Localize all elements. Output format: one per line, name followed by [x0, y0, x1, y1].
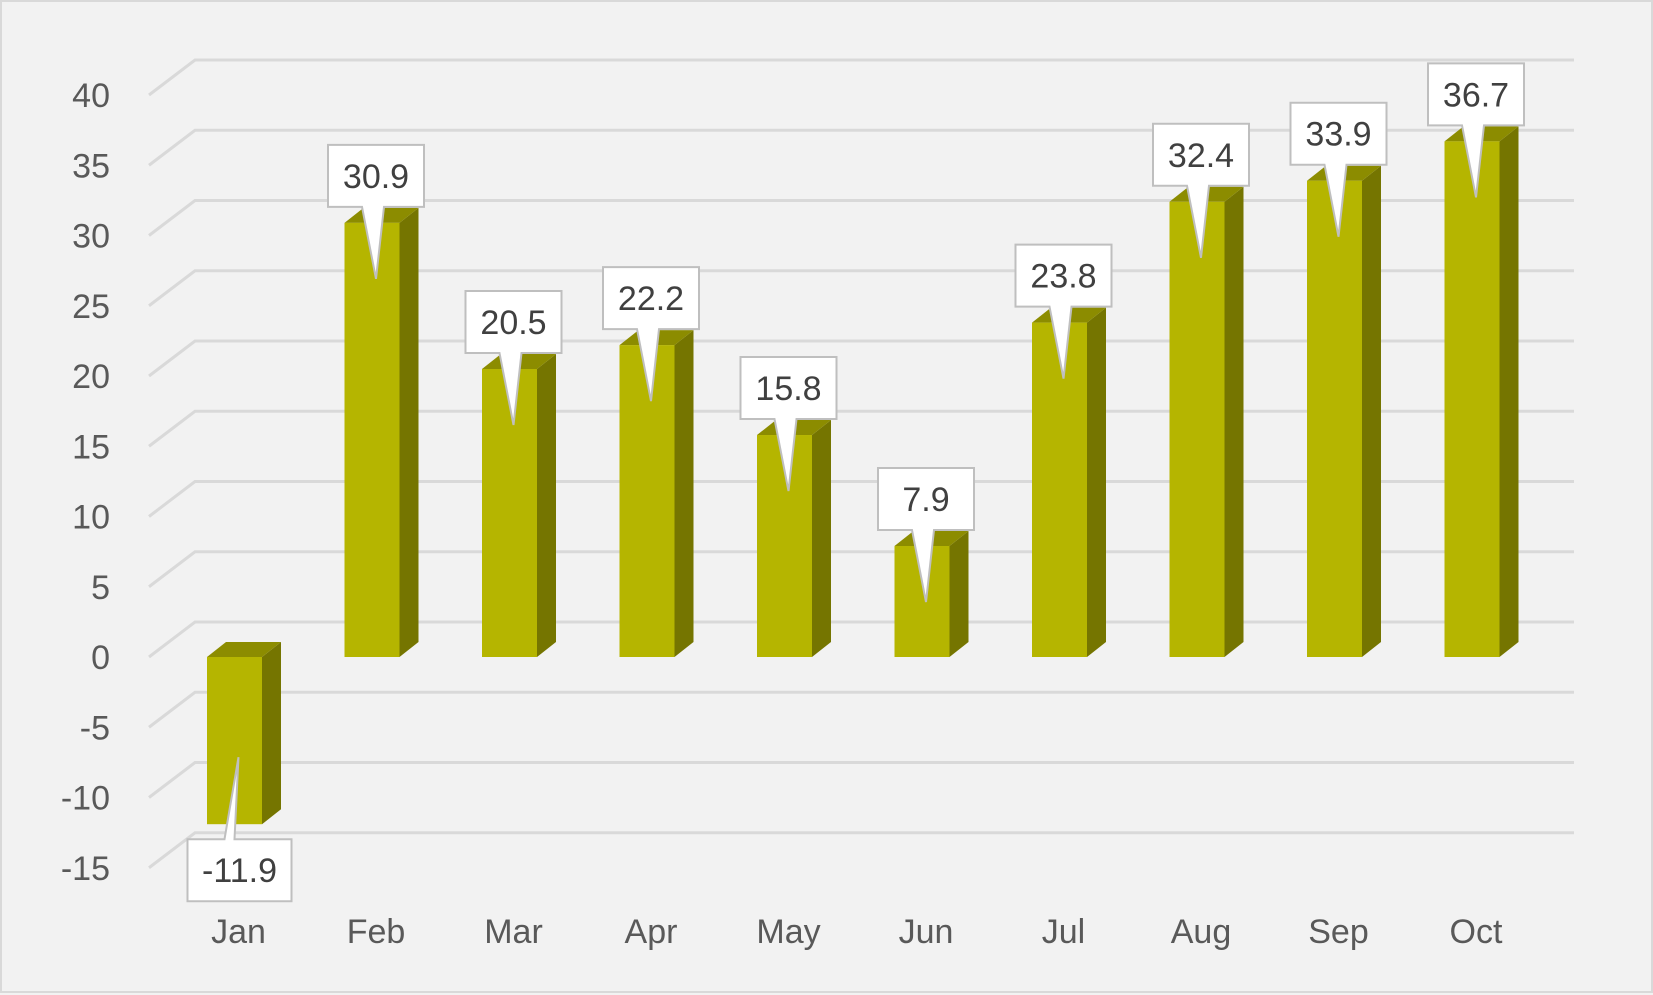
data-label: -11.9 [186, 757, 293, 903]
bar-front [1032, 322, 1087, 657]
data-label-box [186, 757, 293, 903]
data-label: 32.4 [1152, 122, 1250, 258]
data-label: 30.9 [327, 143, 425, 280]
gridline [148, 269, 1574, 307]
bar [1169, 186, 1244, 657]
bar-side [1224, 186, 1244, 657]
data-label: 36.7 [1427, 62, 1525, 198]
data-label-text: 20.5 [480, 304, 546, 342]
bar-front [344, 222, 400, 658]
y-axis-ticks: 40 35 30 25 20 15 10 5 0 -5 -10 -15 [61, 77, 110, 888]
data-label-text: 15.8 [755, 370, 821, 408]
y-tick-label: 25 [72, 288, 110, 326]
gridline [148, 199, 1574, 237]
gridline [148, 339, 1574, 378]
gridline [148, 480, 1574, 518]
data-label-text: 23.8 [1030, 258, 1096, 296]
bar-side [1087, 307, 1106, 657]
data-label: 7.9 [877, 467, 975, 603]
x-tick-label: Jul [1042, 913, 1085, 951]
bar [482, 353, 556, 657]
bar-side [674, 330, 694, 657]
data-label: 23.8 [1014, 243, 1113, 379]
gridline [148, 690, 1574, 729]
x-tick-label: Oct [1450, 913, 1503, 951]
y-tick-label: -15 [61, 850, 110, 888]
data-label: 20.5 [464, 289, 563, 426]
data-label-text: 30.9 [343, 158, 409, 196]
y-tick-label: 0 [91, 639, 110, 677]
bar-side [1362, 165, 1381, 657]
bar-side [537, 353, 556, 657]
y-tick-label: 35 [72, 147, 110, 185]
bar [1444, 126, 1519, 658]
bar-front [1444, 141, 1500, 658]
data-label: 22.2 [602, 266, 700, 402]
gridline [148, 409, 1574, 448]
y-tick-label: 20 [72, 358, 110, 396]
y-tick-label: -5 [80, 709, 110, 747]
x-tick-label: Mar [484, 913, 543, 951]
bar-front [1169, 201, 1225, 657]
data-label-text: 7.9 [902, 481, 949, 519]
data-label-text: -11.9 [202, 852, 277, 890]
data-label-text: 36.7 [1443, 76, 1509, 114]
y-tick-label: 10 [72, 499, 110, 537]
bars [207, 126, 1519, 825]
gridline [148, 761, 1574, 799]
x-tick-label: Sep [1308, 913, 1369, 951]
gridline [148, 58, 1574, 97]
data-label-box [1427, 62, 1525, 198]
x-tick-label: Aug [1171, 913, 1232, 951]
bar-side [949, 531, 969, 657]
bar [894, 531, 969, 657]
data-label-box [877, 467, 975, 603]
y-tick-label: 30 [72, 218, 110, 256]
gridline [148, 620, 1574, 659]
y-tick-label: -10 [61, 780, 110, 818]
bar-side [262, 642, 281, 825]
x-tick-label: Apr [625, 913, 678, 951]
data-label-box [1014, 243, 1113, 379]
bar-side [1499, 126, 1519, 658]
data-label-box [1289, 101, 1388, 237]
data-labels: -11.9 30.9 20.5 22.2 15.8 7.9 23.8 32.4 33.9 36.7 [186, 62, 1525, 903]
bar-side [399, 207, 419, 658]
gridline [148, 128, 1574, 167]
bar-front [482, 368, 537, 657]
bar-front [619, 345, 675, 657]
bar [344, 207, 419, 658]
x-axis-ticks: Jan Feb Mar Apr May Jun Jul Aug Sep Oct [211, 913, 1503, 951]
data-label-box [1152, 122, 1250, 258]
bar [1032, 307, 1106, 657]
bar [757, 420, 831, 657]
data-label-box [739, 356, 838, 492]
y-tick-label: 5 [91, 569, 110, 607]
data-label-box [602, 266, 700, 402]
x-tick-label: Jan [211, 913, 266, 951]
x-tick-label: Jun [899, 913, 954, 951]
data-label-text: 22.2 [618, 280, 684, 318]
data-label-text: 33.9 [1305, 116, 1371, 154]
x-tick-label: Feb [347, 913, 406, 951]
gridline [148, 550, 1574, 588]
bar-side [812, 420, 831, 657]
gridline [148, 831, 1574, 869]
bar [619, 330, 694, 657]
data-label: 15.8 [739, 356, 838, 492]
y-tick-label: 15 [72, 428, 110, 466]
bar [207, 642, 281, 825]
x-tick-label: May [756, 913, 820, 951]
data-label-box [464, 289, 563, 426]
bar [1307, 165, 1381, 657]
y-tick-label: 40 [72, 77, 110, 115]
data-label-box [327, 143, 425, 280]
bar-front [1307, 180, 1362, 657]
data-label: 33.9 [1289, 101, 1388, 237]
bar-top [207, 642, 281, 657]
data-label-text: 32.4 [1168, 137, 1234, 175]
gridlines [148, 58, 1574, 869]
